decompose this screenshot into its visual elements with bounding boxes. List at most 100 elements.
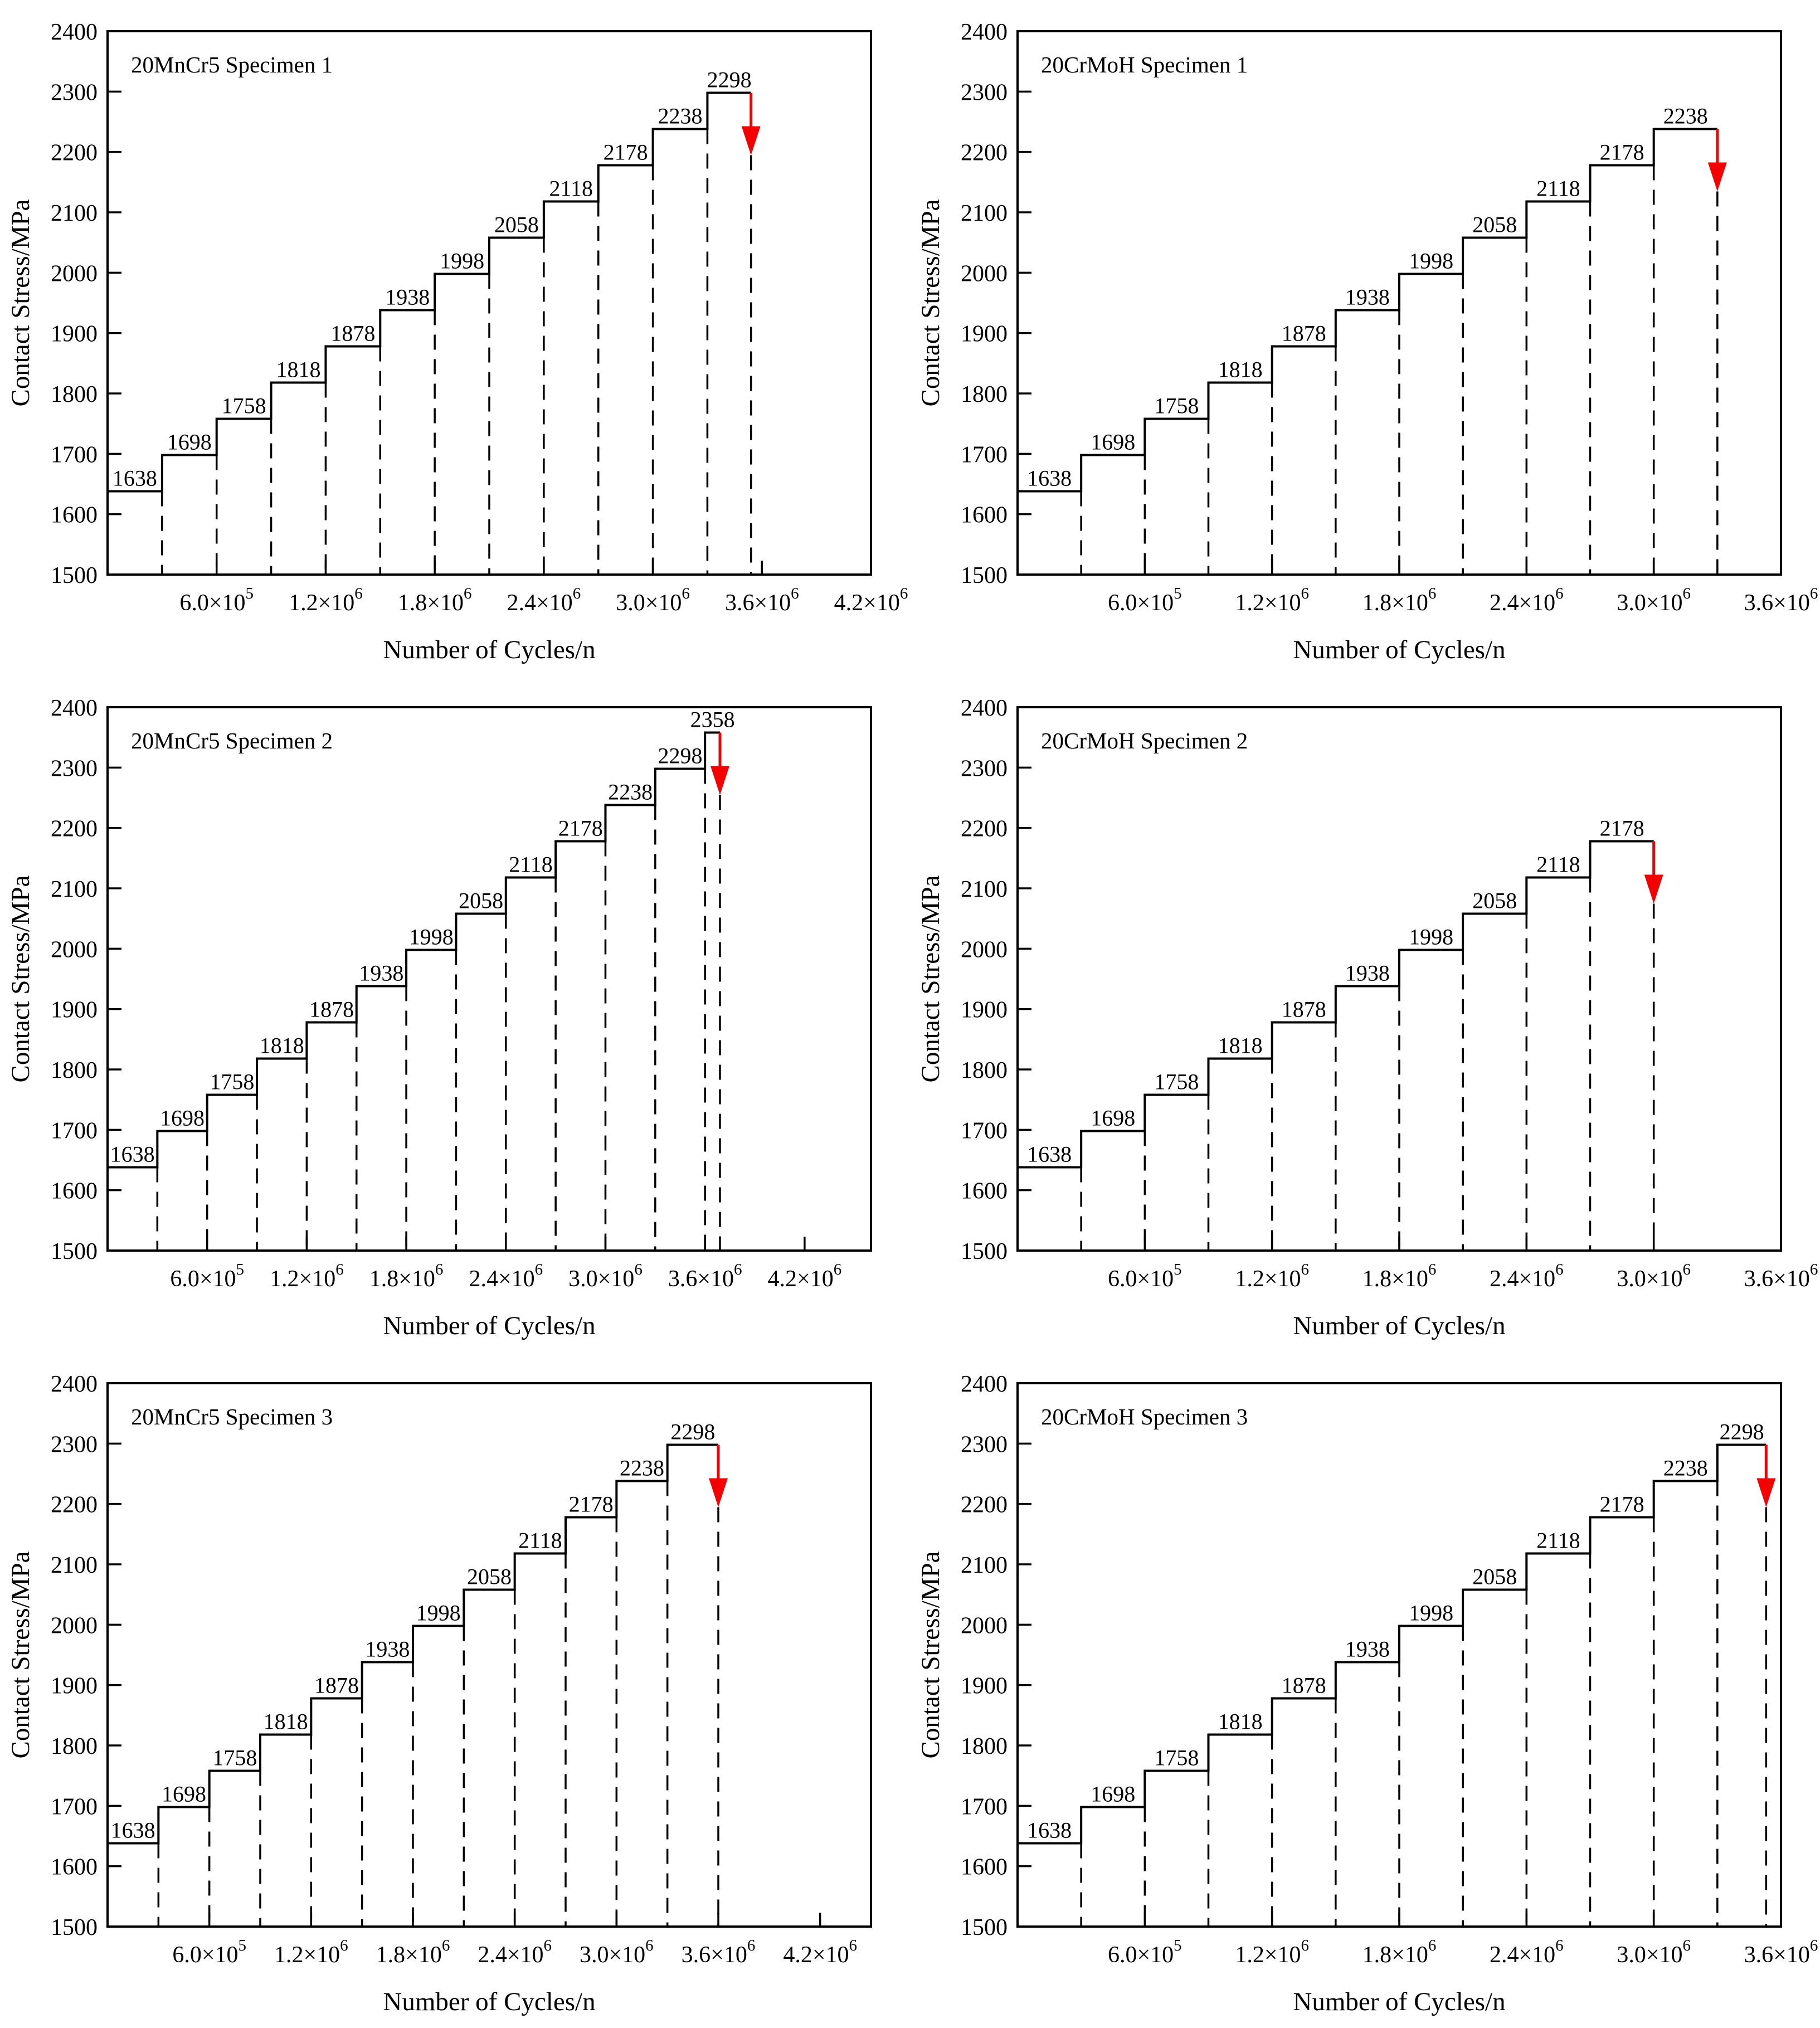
plot-title: 20MnCr5 Specimen 2 <box>131 728 333 753</box>
step-stress-label: 1698 <box>1091 430 1135 455</box>
y-tick-label: 1600 <box>961 1855 1008 1880</box>
plot-title: 20MnCr5 Specimen 3 <box>131 1404 333 1429</box>
step-stress-label: 1878 <box>309 997 354 1022</box>
y-tick-label: 1700 <box>51 1794 98 1820</box>
y-axis-title: Contact Stress/MPa <box>6 199 35 406</box>
y-tick-label: 1900 <box>961 322 1008 347</box>
chart-20mncr5-specimen-3: 1500 1600 1700 1800 1900 2000 2100 2200 2300 2400… <box>0 1352 910 2028</box>
x-tick-label: 1.2×106 <box>1235 1937 1309 1968</box>
step-stress-label: 2178 <box>1600 1492 1644 1517</box>
y-axis-title: Contact Stress/MPa <box>916 1551 945 1758</box>
step-stress-label: 1698 <box>162 1782 206 1807</box>
step-stress-label: 1758 <box>1154 1069 1199 1095</box>
x-tick-label: 1.2×106 <box>274 1937 348 1968</box>
chart-cell-4: 1500 1600 1700 1800 1900 2000 2100 2200 2300 2400… <box>910 676 1820 1352</box>
step-stress-label: 1998 <box>1409 249 1453 274</box>
y-tick-label: 1700 <box>961 1118 1008 1144</box>
step-stress-label: 1638 <box>110 1142 155 1167</box>
y-tick-label: 1800 <box>51 1058 98 1083</box>
failure-arrow <box>710 732 729 795</box>
step-stress-label: 2118 <box>1536 176 1580 201</box>
y-tick-label: 2400 <box>961 20 1008 45</box>
y-tick-label: 1700 <box>961 1794 1008 1820</box>
x-tick-label: 3.0×106 <box>1617 585 1691 616</box>
y-tick-label: 2300 <box>961 1432 1008 1457</box>
y-tick-label: 2300 <box>51 756 98 781</box>
step-stress-label: 2118 <box>1536 1528 1580 1553</box>
y-tick-label: 2200 <box>51 816 98 842</box>
y-tick-label: 2100 <box>51 201 98 226</box>
y-tick-label: 1800 <box>51 1734 98 1759</box>
failure-arrow-head <box>741 126 761 155</box>
step-stress-label: 2118 <box>549 176 593 201</box>
x-tick-label: 2.4×106 <box>1490 1261 1564 1292</box>
step-stress-label: 1638 <box>111 1818 155 1843</box>
x-tick-label: 3.0×106 <box>1617 1937 1691 1968</box>
step-stress-label: 2058 <box>467 1564 512 1589</box>
step-stress-label: 2238 <box>620 1456 664 1481</box>
step-stress-label: 1878 <box>1282 997 1326 1022</box>
y-tick-label: 1500 <box>961 563 1008 589</box>
step-stress-label: 2298 <box>658 743 703 769</box>
y-tick-label: 2400 <box>51 1372 98 1397</box>
step-stress-label: 2058 <box>494 212 539 237</box>
step-stress-label: 2118 <box>1536 852 1580 877</box>
y-tick-label: 2100 <box>51 877 98 902</box>
chart-background <box>910 676 1820 1352</box>
x-tick-label: 2.4×106 <box>507 585 581 616</box>
x-tick-label: 6.0×105 <box>172 1937 246 1968</box>
failure-arrow <box>741 93 761 155</box>
y-tick-label: 2000 <box>961 937 1008 962</box>
step-stress-label: 1998 <box>409 925 454 950</box>
x-axis-title: Number of Cycles/n <box>383 1987 595 2016</box>
y-tick-label: 1700 <box>51 1118 98 1144</box>
step-stress-label: 1998 <box>416 1601 461 1626</box>
x-axis-title: Number of Cycles/n <box>1293 635 1505 664</box>
y-tick-label: 1500 <box>51 1915 98 1941</box>
stress-step-line <box>108 731 720 1169</box>
plot-frame <box>106 706 872 1252</box>
step-stress-label: 1638 <box>1027 1818 1072 1843</box>
x-tick-label: 6.0×105 <box>170 1261 244 1292</box>
failure-arrow-head <box>709 1478 728 1507</box>
x-tick-label: 4.2×106 <box>783 1937 857 1968</box>
chart-cell-2: 1500 1600 1700 1800 1900 2000 2100 2200 2300 2400… <box>910 0 1820 676</box>
chart-background <box>910 0 1820 676</box>
step-stress-label: 2298 <box>670 1419 715 1445</box>
x-tick-label: 1.8×106 <box>1362 1261 1437 1292</box>
chart-cell-1: 1500 1600 1700 1800 1900 2000 2100 2200 2300 2400… <box>0 0 910 676</box>
x-tick-label: 1.8×106 <box>369 1261 444 1292</box>
y-tick-label: 1900 <box>961 998 1008 1023</box>
y-tick-label: 2400 <box>51 20 98 45</box>
plot-title: 20CrMoH Specimen 2 <box>1041 728 1248 753</box>
failure-arrow-head <box>710 766 729 795</box>
x-tick-label: 2.4×106 <box>469 1261 543 1292</box>
y-tick-label: 1500 <box>961 1915 1008 1941</box>
y-tick-label: 2400 <box>961 696 1008 721</box>
step-stress-label: 1938 <box>1345 285 1390 310</box>
step-stress-label: 1758 <box>210 1069 254 1095</box>
x-tick-label: 1.8×106 <box>376 1937 450 1968</box>
step-stress-label: 1638 <box>113 466 157 491</box>
y-tick-label: 2400 <box>961 1372 1008 1397</box>
plot-title: 20CrMoH Specimen 1 <box>1041 52 1248 77</box>
y-axis-title: Contact Stress/MPa <box>916 875 945 1082</box>
y-tick-label: 1500 <box>961 1239 1008 1265</box>
x-tick-label: 3.0×106 <box>1617 1261 1691 1292</box>
x-tick-label: 3.0×106 <box>568 1261 643 1292</box>
step-stress-label: 1878 <box>330 321 375 346</box>
step-stress-label: 1818 <box>264 1709 308 1734</box>
chart-20mncr5-specimen-2: 1500 1600 1700 1800 1900 2000 2100 2200 2300 2400… <box>0 676 910 1352</box>
step-stress-label: 2178 <box>558 816 603 841</box>
step-stress-label: 1698 <box>160 1106 205 1131</box>
y-tick-label: 2300 <box>961 756 1008 781</box>
y-axis-title: Contact Stress/MPa <box>6 1551 35 1758</box>
y-tick-label: 1800 <box>961 1058 1008 1083</box>
y-tick-label: 2100 <box>51 1553 98 1578</box>
y-tick-label: 2000 <box>51 1613 98 1638</box>
x-tick-label: 3.6×106 <box>725 585 799 616</box>
y-tick-label: 1800 <box>961 382 1008 407</box>
failure-arrow <box>1756 1445 1776 1507</box>
x-tick-label: 1.2×106 <box>289 585 363 616</box>
y-tick-label: 1600 <box>51 1179 98 1204</box>
